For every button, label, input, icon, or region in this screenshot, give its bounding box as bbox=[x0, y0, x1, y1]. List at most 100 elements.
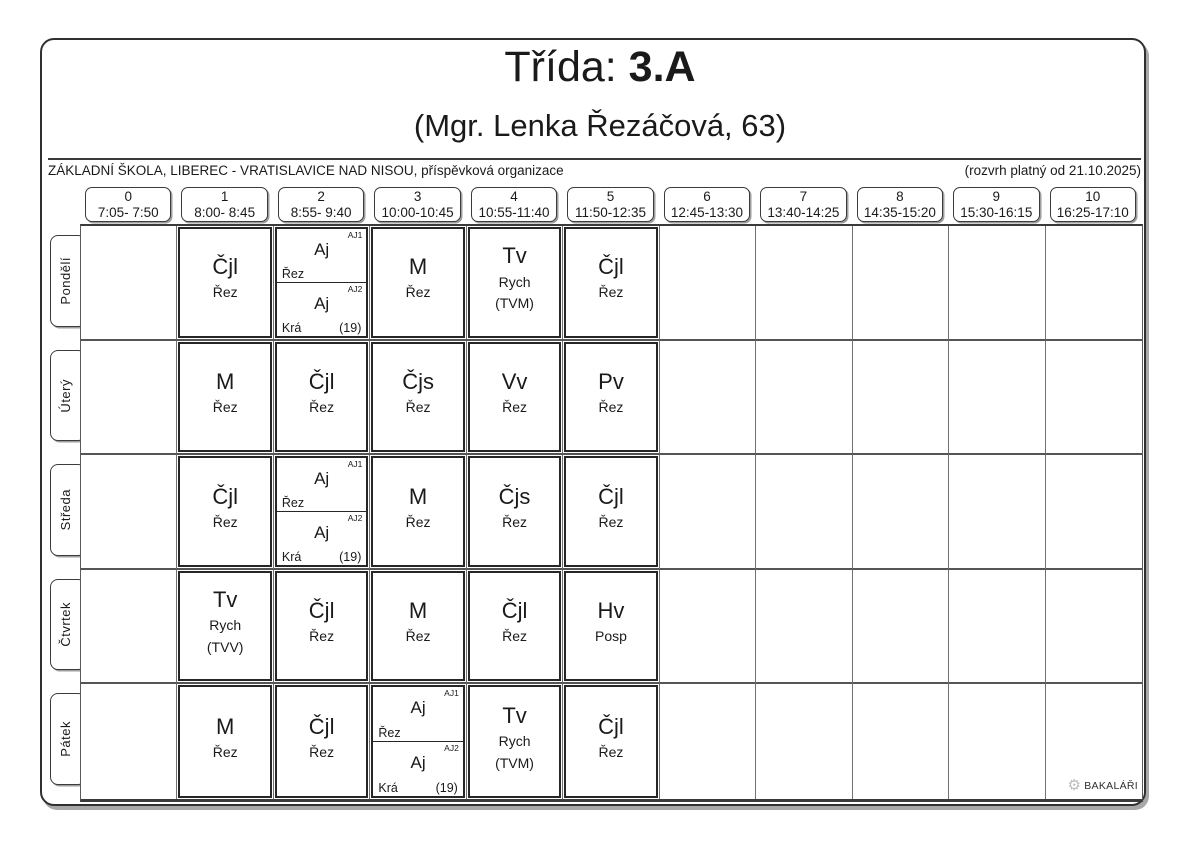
lesson-teacher: Řez bbox=[502, 628, 527, 645]
lesson-cell-d3-p3: M Řez bbox=[370, 569, 467, 685]
period-number: 5 bbox=[606, 189, 615, 204]
empty-cell-d1-p7 bbox=[756, 340, 853, 456]
lesson-subject: Aj bbox=[314, 240, 330, 259]
lesson-teacher: Rych bbox=[209, 617, 242, 634]
group-label: AJ2 bbox=[347, 283, 363, 294]
period-time: 8:00- 8:45 bbox=[194, 205, 256, 220]
split-group-AJ2: AJ2 Aj Krá (19) bbox=[276, 511, 367, 565]
empty-cell-d2-p9 bbox=[949, 455, 1046, 570]
lesson-cell-d1-p3: Čjs Řez bbox=[370, 340, 467, 456]
lesson-subject: Aj bbox=[410, 753, 426, 773]
lesson-card: Čjl Řez bbox=[274, 341, 369, 453]
empty-cell-d1-p10 bbox=[1045, 340, 1142, 456]
lesson-room: (TVM) bbox=[495, 295, 534, 312]
lesson-subject: Tv bbox=[212, 587, 238, 613]
period-number: 1 bbox=[220, 189, 229, 204]
group-label: AJ2 bbox=[444, 743, 459, 754]
lesson-cell-d4-p5: Čjl Řez bbox=[563, 684, 660, 799]
day-tab-label: Pátek bbox=[57, 721, 73, 758]
lesson-card: Čjs Řez bbox=[467, 456, 562, 567]
lesson-cell-d4-p2: Čjl Řez bbox=[273, 684, 371, 799]
lesson-teacher: Řez bbox=[309, 628, 335, 645]
lesson-room: (TVV) bbox=[206, 639, 244, 656]
lesson-cell-d0-p5: Čjl Řez bbox=[563, 226, 660, 341]
lesson-card: Vv Řez bbox=[467, 341, 562, 453]
validity-note: (rozvrh platný od 21.10.2025) bbox=[964, 163, 1141, 178]
period-header-8: 8 14:35-15:20 bbox=[856, 187, 944, 222]
lesson-cell-d1-p2: Čjl Řez bbox=[273, 340, 371, 456]
lesson-cell-d3-p1: Tv Rych (TVV) bbox=[177, 569, 274, 685]
page-title-label: Třída: bbox=[504, 43, 629, 91]
lesson-subject: Pv bbox=[598, 368, 624, 394]
period-time: 12:45-13:30 bbox=[670, 205, 743, 220]
bakalari-logo: ⚙ BAKALÁŘI bbox=[1067, 778, 1138, 793]
lesson-subject: Čjl bbox=[598, 713, 624, 739]
lesson-teacher: Posp bbox=[595, 628, 627, 645]
empty-cell-d2-p10 bbox=[1045, 455, 1142, 570]
day-tab-label: Pondělí bbox=[57, 257, 73, 305]
lesson-card: Čjl Řez bbox=[467, 570, 562, 682]
period-number: 8 bbox=[896, 189, 904, 204]
period-number: 7 bbox=[799, 189, 808, 204]
lesson-cell-d0-p1: Čjl Řez bbox=[177, 226, 274, 341]
lesson-card: Čjl Řez bbox=[178, 456, 272, 567]
period-number: 6 bbox=[703, 189, 711, 204]
lesson-cell-d0-p3: M Řez bbox=[370, 226, 467, 341]
empty-cell-d4-p7 bbox=[756, 684, 853, 799]
lesson-cell-d2-p4: Čjs Řez bbox=[466, 455, 564, 570]
period-header-6: 6 12:45-13:30 bbox=[663, 187, 751, 222]
lesson-subject: Aj bbox=[314, 293, 330, 313]
lesson-subject: Čjl bbox=[212, 254, 239, 280]
period-header-10: 10 16:25-17:10 bbox=[1049, 187, 1136, 222]
empty-cell-d1-p6 bbox=[659, 340, 757, 456]
period-headers: 0 7:05- 7:50 1 8:00- 8:45 2 8:55- 9:40 3 10:00-… bbox=[80, 187, 1141, 222]
period-time: 8:55- 9:40 bbox=[290, 205, 352, 220]
day-tabs: Pondělí Úterý Středa Čtvrtek Pátek bbox=[50, 224, 86, 797]
empty-cell-d3-p6 bbox=[659, 569, 757, 685]
lesson-subject: Čjl bbox=[501, 598, 528, 624]
lesson-teacher: Řez bbox=[212, 284, 238, 301]
lesson-cell-d3-p4: Čjl Řez bbox=[466, 569, 564, 685]
lesson-card: M Řez bbox=[371, 456, 465, 567]
lesson-subject: M bbox=[216, 368, 235, 394]
empty-cell-d2-p8 bbox=[852, 455, 950, 570]
empty-cell-d2-p6 bbox=[659, 455, 757, 570]
period-header-2: 2 8:55- 9:40 bbox=[277, 187, 365, 222]
empty-cell-d3-p10 bbox=[1045, 569, 1142, 685]
empty-cell-d4-p8 bbox=[852, 684, 950, 799]
empty-cell-d0-p9 bbox=[949, 226, 1046, 341]
lesson-room: (TVM) bbox=[495, 754, 534, 771]
lesson-card: M Řez bbox=[178, 685, 272, 798]
lesson-subject: Čjs bbox=[498, 483, 531, 509]
empty-cell-d0-p6 bbox=[659, 226, 757, 341]
lesson-teacher: Řez bbox=[598, 743, 624, 760]
school-name: ZÁKLADNÍ ŠKOLA, LIBEREC - VRATISLAVICE N… bbox=[48, 163, 564, 178]
lesson-cell-d3-p5: Hv Posp bbox=[563, 569, 660, 685]
lesson-cell-d0-p4: Tv Rych (TVM) bbox=[466, 226, 564, 341]
period-time: 16:25-17:10 bbox=[1056, 205, 1129, 220]
lesson-teacher: Řez bbox=[212, 399, 238, 416]
class-name: 3.A bbox=[628, 43, 696, 91]
lesson-subject: Tv bbox=[502, 243, 527, 269]
split-lesson-card: AJ1 Aj Řez AJ2 Aj Krá (19) bbox=[274, 456, 369, 567]
lesson-room: (19) bbox=[339, 549, 362, 564]
lesson-subject: Hv bbox=[597, 598, 625, 624]
lesson-subject: Čjl bbox=[308, 368, 335, 394]
period-time: 11:50-12:35 bbox=[574, 205, 647, 220]
lesson-teacher: Řez bbox=[502, 399, 527, 416]
lesson-teacher: Řez bbox=[405, 628, 431, 645]
lesson-card: Hv Posp bbox=[564, 570, 658, 682]
lesson-card: Čjl Řez bbox=[564, 685, 658, 798]
empty-cell-d3-p9 bbox=[949, 569, 1046, 685]
info-row: ZÁKLADNÍ ŠKOLA, LIBEREC - VRATISLAVICE N… bbox=[48, 163, 1141, 178]
lesson-cell-d2-p3: M Řez bbox=[370, 455, 467, 570]
split-group-AJ1: AJ1 Aj Řez bbox=[277, 229, 366, 282]
empty-cell-d1-p8 bbox=[852, 340, 950, 456]
split-group-AJ2: AJ2 Aj Krá (19) bbox=[276, 281, 367, 336]
lesson-cell-d0-p2: AJ1 Aj Řez AJ2 Aj Krá (19) bbox=[273, 226, 371, 341]
lesson-card: Tv Rych (TVM) bbox=[467, 685, 562, 798]
lesson-teacher: Řez bbox=[309, 399, 335, 416]
day-tab-label: Čtvrtek bbox=[57, 602, 73, 647]
group-label: AJ1 bbox=[444, 688, 459, 699]
lesson-teacher: Řez bbox=[309, 743, 335, 760]
